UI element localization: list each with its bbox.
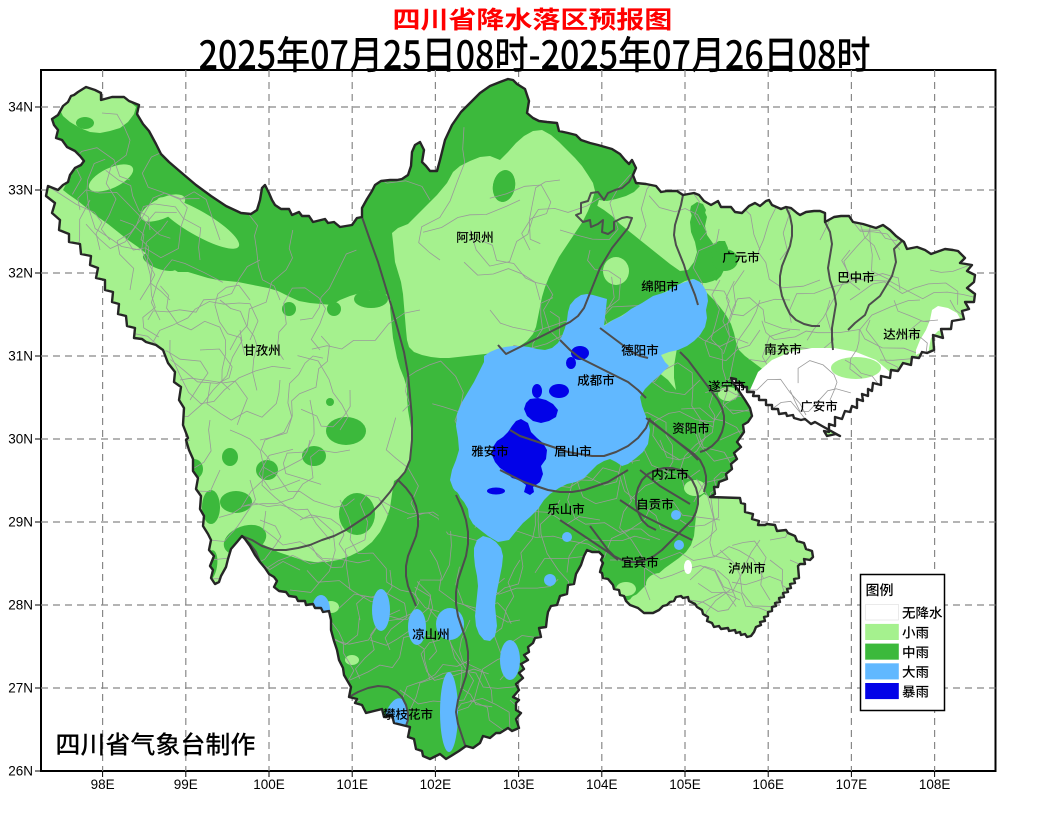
svg-text:27N: 27N [8,681,33,696]
svg-text:33N: 33N [8,183,33,198]
svg-text:98E: 98E [91,777,115,792]
svg-text:103E: 103E [503,777,535,792]
svg-text:105E: 105E [669,777,701,792]
svg-text:107E: 107E [836,777,868,792]
svg-text:26N: 26N [8,764,33,779]
svg-text:102E: 102E [420,777,452,792]
svg-text:108E: 108E [919,777,951,792]
svg-text:29N: 29N [8,515,33,530]
svg-text:99E: 99E [174,777,198,792]
svg-text:101E: 101E [336,777,368,792]
svg-text:28N: 28N [8,598,33,613]
svg-text:30N: 30N [8,432,33,447]
svg-text:106E: 106E [752,777,784,792]
svg-text:31N: 31N [8,349,33,364]
svg-text:100E: 100E [253,777,285,792]
svg-text:32N: 32N [8,266,33,281]
svg-text:34N: 34N [8,100,33,115]
svg-text:104E: 104E [586,777,618,792]
